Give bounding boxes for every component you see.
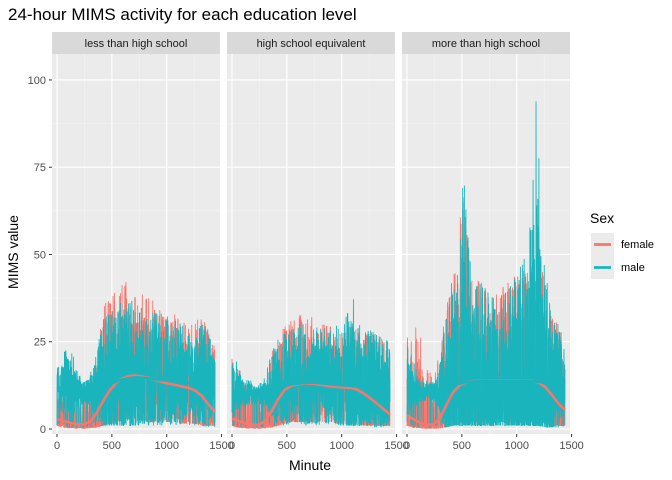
x-tick-label: 0 xyxy=(404,440,410,452)
series-line-male xyxy=(56,300,216,429)
y-tick-label: 75 xyxy=(34,162,46,174)
legend-title: Sex xyxy=(590,210,614,226)
trend-line-male xyxy=(406,379,566,394)
facet-strip-label: less than high school xyxy=(85,38,188,50)
x-tick-label: 500 xyxy=(278,440,296,452)
trend-line-female xyxy=(56,374,216,426)
series-line-male xyxy=(406,101,566,429)
y-tick-label: 50 xyxy=(34,249,46,261)
x-axis-title: Minute xyxy=(289,457,331,473)
x-tick-label: 500 xyxy=(103,440,121,452)
x-tick-label: 1000 xyxy=(154,440,178,452)
x-tick-label: 1000 xyxy=(504,440,528,452)
legend: Sex female male xyxy=(590,210,654,279)
chart-title: 24-hour MIMS activity for each education… xyxy=(8,5,357,24)
x-tick-label: 0 xyxy=(54,440,60,452)
y-tick-label: 0 xyxy=(40,424,46,436)
facet-strip xyxy=(227,32,395,54)
series-line-male xyxy=(231,299,391,428)
facet-panel: more than high school 0 500 1000 1500 xyxy=(402,32,584,452)
x-tick-label: 1000 xyxy=(329,440,353,452)
y-tick-label: 25 xyxy=(34,337,46,349)
x-tick-label: 1500 xyxy=(209,440,233,452)
trend-line-male xyxy=(231,381,391,397)
trend-line-male xyxy=(56,376,216,395)
facet-panel: high school equivalent 0 500 1000 1500 xyxy=(227,32,409,452)
x-tick-label: 1500 xyxy=(559,440,583,452)
facet-strip xyxy=(402,32,570,54)
x-tick-label: 0 xyxy=(229,440,235,452)
facet-strip xyxy=(52,32,220,54)
facet-strip-label: more than high school xyxy=(432,38,540,50)
legend-label-male: male xyxy=(621,262,645,274)
x-tick-label: 1500 xyxy=(384,440,408,452)
y-axis-title: MIMS value xyxy=(5,215,21,289)
x-tick-label: 500 xyxy=(453,440,471,452)
y-tick-label: 100 xyxy=(28,75,46,87)
facet-strip-label: high school equivalent xyxy=(257,38,366,50)
legend-label-female: female xyxy=(621,239,654,251)
